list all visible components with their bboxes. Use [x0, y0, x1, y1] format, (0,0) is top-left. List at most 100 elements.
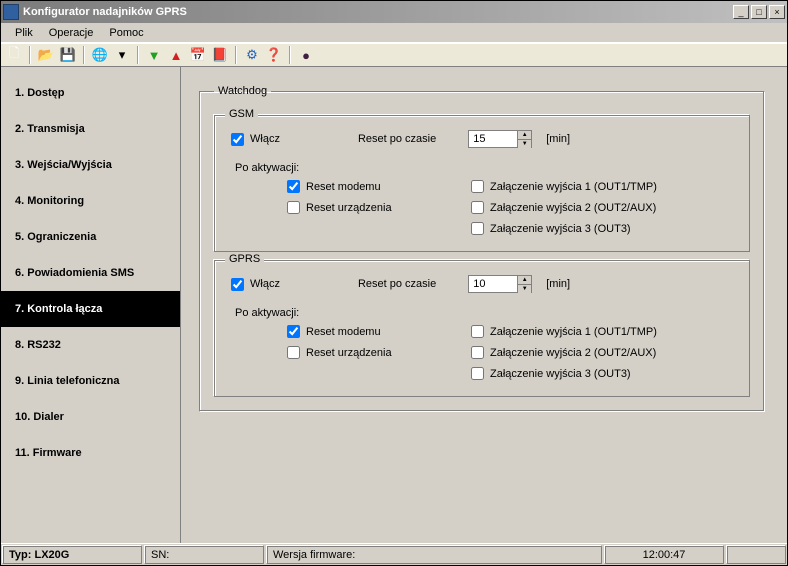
- gsm-left-chk-0[interactable]: Reset modemu: [287, 180, 471, 193]
- gprs-right-chk-label-1: Załączenie wyjścia 2 (OUT2/AUX): [490, 347, 656, 359]
- gprs-enable-input[interactable]: [231, 278, 244, 291]
- nav-item-8[interactable]: 9. Linia telefoniczna: [1, 363, 180, 399]
- help-icon[interactable]: ❓: [265, 46, 283, 64]
- window-title: Konfigurator nadajników GPRS: [23, 6, 731, 18]
- save-icon[interactable]: 💾: [59, 46, 77, 64]
- sidebar: 1. Dostęp2. Transmisja3. Wejścia/Wyjścia…: [1, 67, 181, 543]
- watchdog-group: Watchdog GSM Włącz Reset po czasie ▲▼ [m…: [199, 85, 765, 412]
- nav-item-1[interactable]: 2. Transmisja: [1, 111, 180, 147]
- gprs-left-chk-input-0[interactable]: [287, 325, 300, 338]
- status-spacer: [726, 545, 786, 564]
- download-icon[interactable]: ▼: [145, 46, 163, 64]
- gsm-left-chk-1[interactable]: Reset urządzenia: [287, 201, 471, 214]
- gprs-right-chk-input-1[interactable]: [471, 346, 484, 359]
- gprs-right-chk-2[interactable]: Załączenie wyjścia 3 (OUT3): [471, 367, 733, 380]
- status-time: 12:00:47: [604, 545, 724, 564]
- gsm-spin[interactable]: ▲▼: [517, 131, 531, 147]
- gsm-legend: GSM: [225, 108, 258, 120]
- gprs-reset-label: Reset po czasie: [358, 278, 436, 290]
- gsm-right-chk-label-0: Załączenie wyjścia 1 (OUT1/TMP): [490, 181, 657, 193]
- gsm-enable-label: Włącz: [250, 133, 280, 145]
- globe-drop-icon[interactable]: ▾: [113, 46, 131, 64]
- spin-down-icon[interactable]: ▼: [517, 285, 531, 293]
- maximize-button[interactable]: □: [751, 5, 767, 19]
- new-icon[interactable]: 🗋: [5, 46, 23, 64]
- gprs-group: GPRS Włącz Reset po czasie ▲▼ [min] Po a…: [214, 260, 750, 397]
- gprs-reset-spinner[interactable]: ▲▼: [468, 275, 532, 293]
- gsm-left-chk-input-0[interactable]: [287, 180, 300, 193]
- gsm-enable-checkbox[interactable]: Włącz: [231, 133, 280, 146]
- gsm-left-chk-input-1[interactable]: [287, 201, 300, 214]
- toolbar-separator: [29, 46, 31, 64]
- gprs-right-chk-input-0[interactable]: [471, 325, 484, 338]
- spin-down-icon[interactable]: ▼: [517, 140, 531, 148]
- gprs-left-col: Reset modemu Reset urządzenia: [231, 325, 471, 380]
- gprs-right-col: Załączenie wyjścia 1 (OUT1/TMP) Załączeni…: [471, 325, 733, 380]
- gsm-right-chk-0[interactable]: Załączenie wyjścia 1 (OUT1/TMP): [471, 180, 733, 193]
- nav-item-9[interactable]: 10. Dialer: [1, 399, 180, 435]
- content: Watchdog GSM Włącz Reset po czasie ▲▼ [m…: [181, 67, 787, 543]
- gprs-right-chk-1[interactable]: Załączenie wyjścia 2 (OUT2/AUX): [471, 346, 733, 359]
- nav-item-6[interactable]: 7. Kontrola łącza: [1, 291, 180, 327]
- gsm-group: GSM Włącz Reset po czasie ▲▼ [min] Po ak…: [214, 115, 750, 252]
- settings-icon[interactable]: ⚙: [243, 46, 261, 64]
- spin-up-icon[interactable]: ▲: [517, 276, 531, 285]
- menu-plik[interactable]: Plik: [7, 25, 41, 41]
- nav-item-10[interactable]: 11. Firmware: [1, 435, 180, 471]
- nav-item-7[interactable]: 8. RS232: [1, 327, 180, 363]
- status-type: Typ: LX20G: [2, 545, 142, 564]
- gsm-enable-input[interactable]: [231, 133, 244, 146]
- gsm-right-chk-label-2: Załączenie wyjścia 3 (OUT3): [490, 223, 631, 235]
- gsm-right-chk-input-0[interactable]: [471, 180, 484, 193]
- main: 1. Dostęp2. Transmisja3. Wejścia/Wyjścia…: [1, 67, 787, 543]
- status-firmware: Wersja firmware:: [266, 545, 602, 564]
- gprs-enable-checkbox[interactable]: Włącz: [231, 278, 280, 291]
- spin-up-icon[interactable]: ▲: [517, 131, 531, 140]
- gprs-after-activation-label: Po aktywacji:: [235, 307, 733, 319]
- nav-item-3[interactable]: 4. Monitoring: [1, 183, 180, 219]
- gprs-left-chk-0[interactable]: Reset modemu: [287, 325, 471, 338]
- app-icon: [3, 4, 19, 20]
- nav-item-2[interactable]: 3. Wejścia/Wyjścia: [1, 147, 180, 183]
- gprs-right-chk-input-2[interactable]: [471, 367, 484, 380]
- gprs-left-chk-input-1[interactable]: [287, 346, 300, 359]
- gprs-spin[interactable]: ▲▼: [517, 276, 531, 292]
- open-icon[interactable]: 📂: [37, 46, 55, 64]
- minimize-button[interactable]: _: [733, 5, 749, 19]
- gsm-right-chk-input-2[interactable]: [471, 222, 484, 235]
- gprs-legend: GPRS: [225, 253, 264, 265]
- gsm-right-chk-input-1[interactable]: [471, 201, 484, 214]
- gprs-reset-value[interactable]: [469, 276, 517, 292]
- gprs-right-chk-0[interactable]: Załączenie wyjścia 1 (OUT1/TMP): [471, 325, 733, 338]
- record-icon[interactable]: ●: [297, 46, 315, 64]
- gsm-unit: [min]: [546, 133, 570, 145]
- gsm-right-chk-label-1: Załączenie wyjścia 2 (OUT2/AUX): [490, 202, 656, 214]
- nav-item-0[interactable]: 1. Dostęp: [1, 75, 180, 111]
- gsm-right-chk-2[interactable]: Załączenie wyjścia 3 (OUT3): [471, 222, 733, 235]
- gsm-after-activation-label: Po aktywacji:: [235, 162, 733, 174]
- gprs-left-chk-1[interactable]: Reset urządzenia: [287, 346, 471, 359]
- book-icon[interactable]: 📕: [211, 46, 229, 64]
- close-button[interactable]: ×: [769, 5, 785, 19]
- gsm-right-col: Załączenie wyjścia 1 (OUT1/TMP) Załączeni…: [471, 180, 733, 235]
- nav-item-4[interactable]: 5. Ograniczenia: [1, 219, 180, 255]
- status-sn: SN:: [144, 545, 264, 564]
- menu-operacje[interactable]: Operacje: [41, 25, 102, 41]
- statusbar: Typ: LX20G SN: Wersja firmware: 12:00:47: [1, 543, 787, 565]
- calendar-icon[interactable]: 📅: [189, 46, 207, 64]
- gsm-left-chk-label-0: Reset modemu: [306, 181, 381, 193]
- titlebar: Konfigurator nadajników GPRS _ □ ×: [1, 1, 787, 23]
- gprs-columns: Reset modemu Reset urządzenia Załączenie …: [231, 325, 733, 380]
- gsm-reset-spinner[interactable]: ▲▼: [468, 130, 532, 148]
- toolbar-separator: [137, 46, 139, 64]
- gsm-reset-value[interactable]: [469, 131, 517, 147]
- globe-icon[interactable]: 🌐: [91, 46, 109, 64]
- menu-pomoc[interactable]: Pomoc: [101, 25, 151, 41]
- gsm-left-chk-label-1: Reset urządzenia: [306, 202, 392, 214]
- menubar: Plik Operacje Pomoc: [1, 23, 787, 43]
- nav-item-5[interactable]: 6. Powiadomienia SMS: [1, 255, 180, 291]
- upload-icon[interactable]: ▲: [167, 46, 185, 64]
- gsm-reset-label: Reset po czasie: [358, 133, 436, 145]
- gsm-right-chk-1[interactable]: Załączenie wyjścia 2 (OUT2/AUX): [471, 201, 733, 214]
- toolbar-separator: [235, 46, 237, 64]
